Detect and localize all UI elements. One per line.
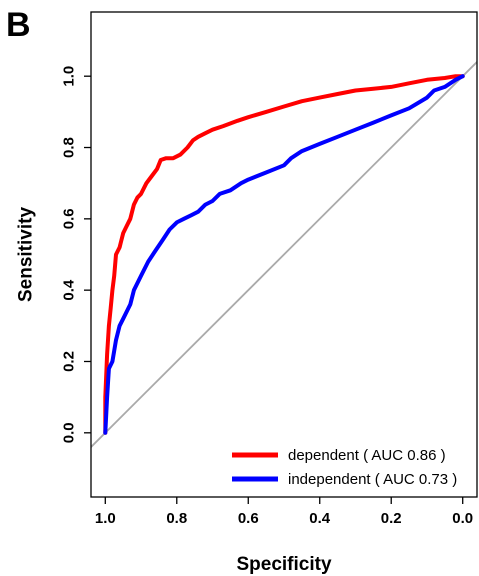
x-axis-title: Specificity [236,554,331,575]
legend-label-dependent: dependent ( AUC 0.86 ) [288,447,446,464]
plot-area [91,61,477,448]
legend: dependent ( AUC 0.86 ) independent ( AUC … [232,447,457,488]
x-tick-label: 0.2 [381,510,402,527]
plot-frame [90,11,478,498]
x-tick-label: 1.0 [95,510,116,527]
x-tick-label: 0.4 [309,510,331,527]
y-axis-title: Sensitivity [16,207,37,302]
y-tick-label: 0.0 [61,422,78,443]
roc-curve-independent [103,74,465,435]
y-tick-label: 0.2 [61,351,78,372]
x-tick-label: 0.0 [452,510,473,527]
y-tick-label: 0.4 [61,279,78,301]
y-tick-label: 0.6 [61,208,78,229]
panel-label: B [6,6,31,44]
y-tick-label: 1.0 [61,66,78,87]
y-tick-label: 0.8 [61,137,78,158]
legend-label-independent: independent ( AUC 0.73 ) [288,471,457,488]
x-tick-label: 0.8 [166,510,187,527]
x-tick-label: 0.6 [238,510,259,527]
roc-curve-dependent [103,74,465,435]
axes: 1.0 0.8 0.6 0.4 0.2 0.0 0.0 0.2 0.4 0.6 0.8 1.0 [61,66,474,527]
reference-diagonal [91,61,477,448]
